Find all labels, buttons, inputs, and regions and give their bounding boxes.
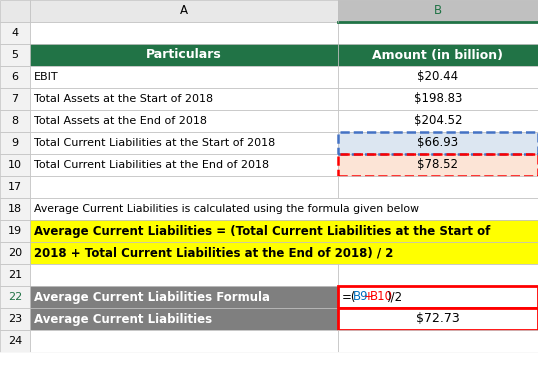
Bar (0, 154, 30, 176)
Bar (30, 198, 538, 220)
Bar (30, 132, 338, 154)
Bar (338, 22, 538, 44)
Text: 2018 + Total Current Liabilities at the End of 2018) / 2: 2018 + Total Current Liabilities at the … (34, 246, 393, 259)
Text: 17: 17 (8, 182, 22, 192)
Bar (338, 176, 538, 198)
Bar (0, 330, 30, 352)
Bar (30, 220, 538, 242)
Text: 22: 22 (8, 292, 22, 302)
Bar (338, 264, 538, 286)
Bar (0, 352, 538, 375)
Bar (0, 22, 30, 44)
Bar (338, 154, 538, 176)
Text: 19: 19 (8, 226, 22, 236)
Bar (30, 22, 338, 44)
Text: 10: 10 (8, 160, 22, 170)
Bar (0, 242, 30, 264)
Bar (30, 44, 338, 66)
Text: A: A (180, 4, 188, 18)
Text: $198.83: $198.83 (414, 93, 462, 105)
Bar (338, 330, 538, 352)
Text: $72.73: $72.73 (416, 312, 460, 326)
Text: EBIT: EBIT (34, 72, 59, 82)
Bar (338, 286, 538, 308)
Bar (30, 110, 338, 132)
Bar (30, 264, 338, 286)
Text: 9: 9 (11, 138, 19, 148)
Text: +: + (364, 291, 374, 303)
Text: $66.93: $66.93 (417, 136, 458, 150)
Bar (30, 0, 338, 22)
Text: Average Current Liabilities Formula: Average Current Liabilities Formula (34, 291, 270, 303)
Text: Average Current Liabilities = (Total Current Liabilities at the Start of: Average Current Liabilities = (Total Cur… (34, 225, 490, 237)
Bar (30, 66, 338, 88)
Text: 23: 23 (8, 314, 22, 324)
Text: 4: 4 (11, 28, 19, 38)
Text: 5: 5 (11, 50, 18, 60)
Bar (338, 154, 538, 176)
Text: 20: 20 (8, 248, 22, 258)
Bar (338, 44, 538, 66)
Bar (30, 330, 338, 352)
Bar (30, 176, 338, 198)
Text: Total Current Liabilities at the Start of 2018: Total Current Liabilities at the Start o… (34, 138, 275, 148)
Bar (338, 88, 538, 110)
Bar (30, 308, 338, 330)
Bar (338, 66, 538, 88)
Text: 7: 7 (11, 94, 19, 104)
Bar (338, 0, 538, 22)
Text: $78.52: $78.52 (417, 159, 458, 171)
Text: Average Current Liabilities: Average Current Liabilities (34, 312, 212, 326)
Text: B: B (434, 4, 442, 18)
Text: Amount (in billion): Amount (in billion) (372, 48, 504, 62)
Text: 24: 24 (8, 336, 22, 346)
Bar (30, 286, 338, 308)
Bar (0, 198, 30, 220)
Bar (0, 308, 30, 330)
Bar (0, 264, 30, 286)
Bar (0, 88, 30, 110)
Text: Particulars: Particulars (146, 48, 222, 62)
Text: B10: B10 (370, 291, 393, 303)
Bar (338, 308, 538, 330)
Text: $20.44: $20.44 (417, 70, 458, 84)
Text: B9: B9 (353, 291, 369, 303)
Text: )/2: )/2 (386, 291, 402, 303)
Bar (0, 66, 30, 88)
Bar (0, 286, 30, 308)
Text: Total Current Liabilities at the End of 2018: Total Current Liabilities at the End of … (34, 160, 269, 170)
Bar (30, 88, 338, 110)
Bar (0, 110, 30, 132)
Bar (30, 242, 538, 264)
Bar (0, 220, 30, 242)
Text: 8: 8 (11, 116, 19, 126)
Bar (0, 176, 30, 198)
Text: Average Current Liabilities is calculated using the formula given below: Average Current Liabilities is calculate… (34, 204, 419, 214)
Bar (0, 44, 30, 66)
Text: 6: 6 (11, 72, 18, 82)
Bar (0, 132, 30, 154)
Bar (338, 308, 538, 330)
Bar (338, 286, 538, 308)
Text: 21: 21 (8, 270, 22, 280)
Bar (338, 132, 538, 154)
Bar (338, 110, 538, 132)
Bar (0, 0, 30, 22)
Text: =(: =( (342, 291, 357, 303)
Text: 18: 18 (8, 204, 22, 214)
Text: Total Assets at the Start of 2018: Total Assets at the Start of 2018 (34, 94, 213, 104)
Bar (30, 154, 338, 176)
Text: Total Assets at the End of 2018: Total Assets at the End of 2018 (34, 116, 207, 126)
Text: $204.52: $204.52 (414, 114, 462, 128)
Bar (338, 132, 538, 154)
